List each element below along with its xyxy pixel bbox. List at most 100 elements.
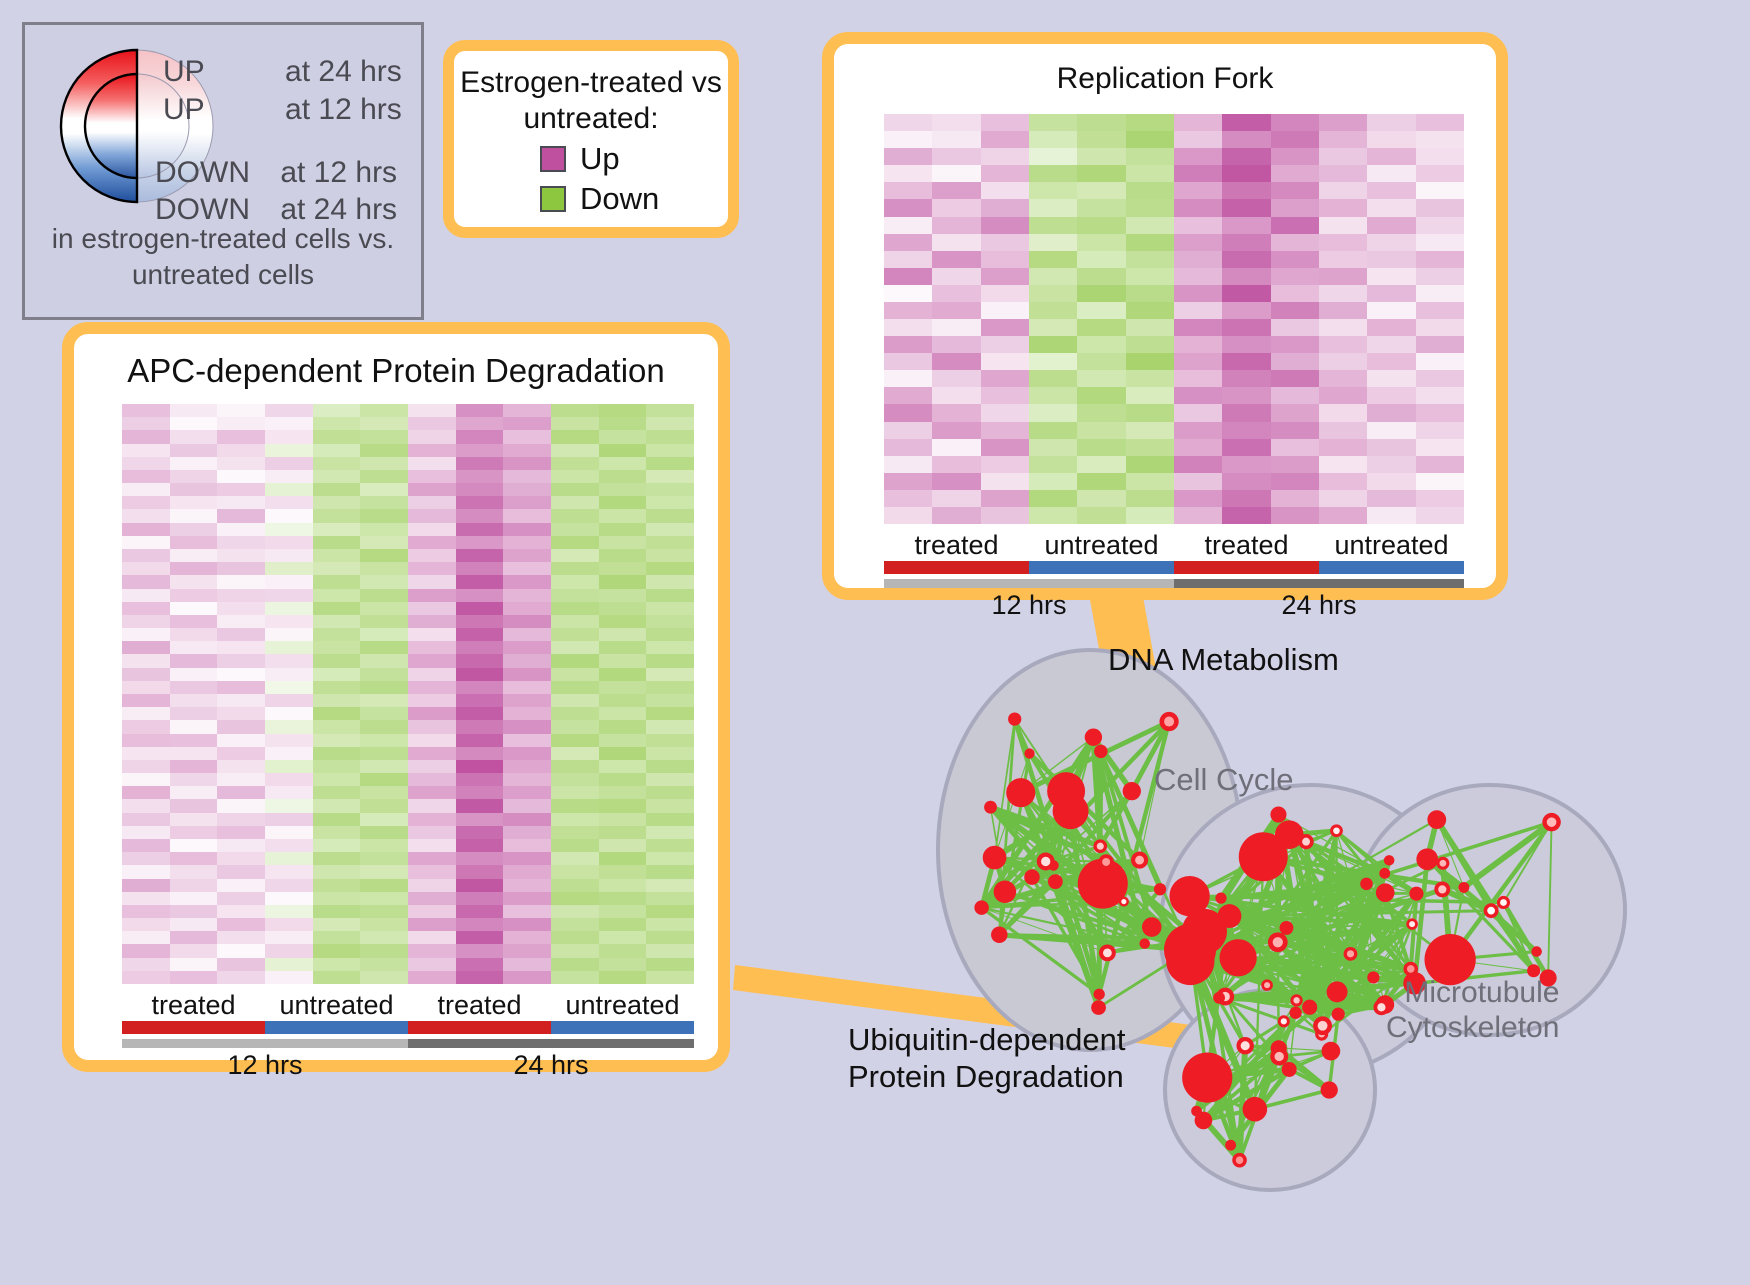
heatmap-cell xyxy=(1174,422,1222,439)
heatmap-cell xyxy=(360,720,408,733)
heatmap-cell xyxy=(1174,251,1222,268)
heatmap-cell xyxy=(265,615,313,628)
heatmap-cell xyxy=(551,457,599,470)
heatmap-cell xyxy=(1367,353,1415,370)
heatmap-cell xyxy=(122,628,170,641)
condition-label: untreated xyxy=(1319,530,1464,561)
time-bar-segment xyxy=(884,579,1174,588)
heatmap-cell xyxy=(1174,199,1222,216)
heatmap-cell xyxy=(1416,439,1464,456)
heatmap-cell xyxy=(981,387,1029,404)
condition-bar-segment xyxy=(1174,561,1319,574)
heatmap-cell xyxy=(932,131,980,148)
heatmap-cell xyxy=(360,523,408,536)
heatmap-cell xyxy=(646,654,694,667)
heatmap-cell xyxy=(313,444,361,457)
heatmap-cell xyxy=(1077,302,1125,319)
heatmap-cell xyxy=(1174,336,1222,353)
heatmap-cell xyxy=(599,865,647,878)
heatmap-cell xyxy=(551,575,599,588)
heatmap-cell xyxy=(646,918,694,931)
heatmap-cell xyxy=(456,799,504,812)
heatmap-cell xyxy=(265,760,313,773)
heatmap-cell xyxy=(599,786,647,799)
time-label: 12 hrs xyxy=(884,590,1174,621)
heatmap-cell xyxy=(456,509,504,522)
heatmap-cell xyxy=(599,681,647,694)
heatmap-cell xyxy=(1416,353,1464,370)
heatmap-cell xyxy=(217,694,265,707)
heatmap-cell xyxy=(122,654,170,667)
heatmap-cell xyxy=(599,905,647,918)
heatmap-cell xyxy=(1367,319,1415,336)
heatmap-cell xyxy=(503,958,551,971)
heatmap-cell xyxy=(313,589,361,602)
heatmap-cell xyxy=(1077,285,1125,302)
heatmap-cell xyxy=(265,931,313,944)
heatmap-cell xyxy=(1029,336,1077,353)
heatmap-cell xyxy=(646,773,694,786)
heatmap-cell xyxy=(122,865,170,878)
heatmap-cell xyxy=(456,905,504,918)
heatmap-cell xyxy=(503,483,551,496)
heatmap-cell xyxy=(981,473,1029,490)
heatmap-cell xyxy=(646,628,694,641)
heatmap-cell xyxy=(408,654,456,667)
heatmap-cell xyxy=(1319,114,1367,131)
heatmap-cell xyxy=(981,234,1029,251)
heatmap-cell xyxy=(1077,182,1125,199)
heatmap-cell xyxy=(1367,302,1415,319)
heatmap-cell xyxy=(1271,114,1319,131)
heatmap-cell xyxy=(932,182,980,199)
legend-row-up-12: UP at 12 hrs xyxy=(163,93,402,127)
heatmap-cell xyxy=(503,641,551,654)
heatmap-cell xyxy=(551,404,599,417)
heatmap-cell xyxy=(265,905,313,918)
heatmap-cell xyxy=(170,615,218,628)
heatmap-cell xyxy=(1416,302,1464,319)
heatmap-cell xyxy=(408,470,456,483)
heatmap-cell xyxy=(360,615,408,628)
heatmap-cell xyxy=(551,523,599,536)
time-bar-segment xyxy=(122,1039,408,1048)
heatmap-cell xyxy=(1416,268,1464,285)
network-node xyxy=(1085,729,1102,746)
heatmap-cell xyxy=(1029,148,1077,165)
heatmap-cell xyxy=(408,417,456,430)
heatmap-cell xyxy=(408,773,456,786)
network-node xyxy=(1219,939,1256,976)
heatmap-cell xyxy=(932,456,980,473)
heatmap-cell xyxy=(646,549,694,562)
heatmap-cell xyxy=(1319,439,1367,456)
heatmap-cell xyxy=(217,892,265,905)
heatmap-cell xyxy=(456,747,504,760)
heatmap-cell xyxy=(1126,422,1174,439)
heatmap-cell xyxy=(1271,353,1319,370)
heatmap-cell xyxy=(1126,285,1174,302)
heatmap-cell xyxy=(932,387,980,404)
heatmap-cell xyxy=(981,336,1029,353)
heatmap-cell xyxy=(456,786,504,799)
heatmap-cell xyxy=(408,852,456,865)
heatmap-cell xyxy=(217,681,265,694)
heatmap-cell xyxy=(503,747,551,760)
heatmap-cell xyxy=(503,931,551,944)
heatmap-cell xyxy=(551,879,599,892)
heatmap-cell xyxy=(599,931,647,944)
heatmap-cell xyxy=(884,507,932,524)
network-node-core xyxy=(1103,948,1112,957)
heatmap-cell xyxy=(1077,456,1125,473)
heatmap-cell xyxy=(599,879,647,892)
heatmap-cell xyxy=(646,483,694,496)
heatmap-cell xyxy=(217,496,265,509)
heatmap-cell xyxy=(1077,370,1125,387)
heatmap-cell xyxy=(1271,199,1319,216)
heatmap-cell xyxy=(932,507,980,524)
up-color-swatch xyxy=(540,146,566,172)
heatmap-cell xyxy=(360,747,408,760)
heatmap-cell xyxy=(503,602,551,615)
heatmap-cell xyxy=(1271,319,1319,336)
legend-value: at 12 hrs xyxy=(280,156,397,190)
heatmap-cell xyxy=(408,839,456,852)
heatmap-cell xyxy=(265,602,313,615)
